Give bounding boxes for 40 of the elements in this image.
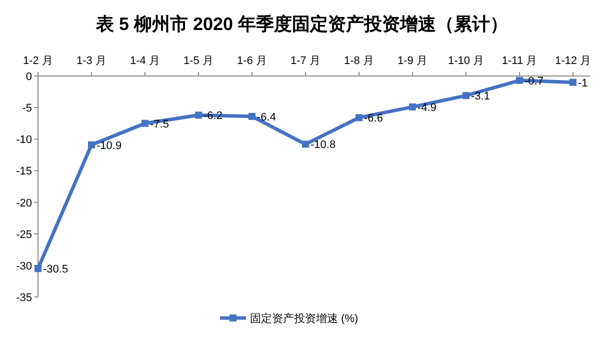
- data-label: -30.5: [43, 264, 68, 276]
- y-tick-label: -20: [16, 197, 32, 210]
- point: [462, 92, 470, 100]
- y-tick-label: -35: [16, 292, 32, 304]
- x-tick-label: 1-3 月: [76, 55, 106, 67]
- data-label: -10.8: [310, 139, 336, 152]
- point: [409, 103, 416, 110]
- data-label: -6.4: [257, 111, 276, 124]
- x-tick-label: 1-8 月: [344, 55, 374, 67]
- x-tick-label: 1-10 月: [448, 55, 484, 67]
- legend-label: 固定资产投资增速 (%): [250, 312, 358, 325]
- point: [88, 141, 95, 148]
- x-tick-label: 1-4 月: [130, 55, 160, 67]
- x-tick-label: 1-2 月: [23, 55, 53, 67]
- point: [34, 265, 42, 272]
- x-tick-label: 1-5 月: [184, 55, 214, 67]
- x-tick-label: 1-11 月: [502, 55, 538, 67]
- y-tick-label: 0: [26, 71, 32, 83]
- point: [570, 78, 576, 86]
- point: [248, 112, 256, 120]
- data-label: -10.9: [96, 140, 122, 152]
- x-tick-label: 1-9 月: [398, 55, 428, 67]
- point: [356, 114, 362, 122]
- data-label: -4.9: [418, 102, 436, 114]
- x-tick-label: 1-12 月: [554, 55, 592, 67]
- data-label: -6.6: [364, 112, 383, 125]
- data-label: -1: [578, 77, 588, 90]
- y-tick-label: -15: [16, 166, 32, 178]
- y-tick-label: -25: [16, 228, 32, 241]
- point: [516, 76, 523, 84]
- x-tick-label: 1-6 月: [237, 55, 267, 67]
- data-label: -3.1: [471, 90, 490, 103]
- point: [142, 120, 148, 127]
- x-tick-label: 1-7 月: [290, 55, 320, 67]
- point: [195, 112, 202, 119]
- y-tick-label: -5: [22, 102, 32, 115]
- point: [302, 140, 309, 148]
- chart-title: 表 5 柳州市 2020 年季度固定资产投资增速（累计）: [94, 14, 508, 34]
- y-tick-label: -10: [16, 134, 32, 146]
- y-tick-label: -30: [16, 260, 32, 272]
